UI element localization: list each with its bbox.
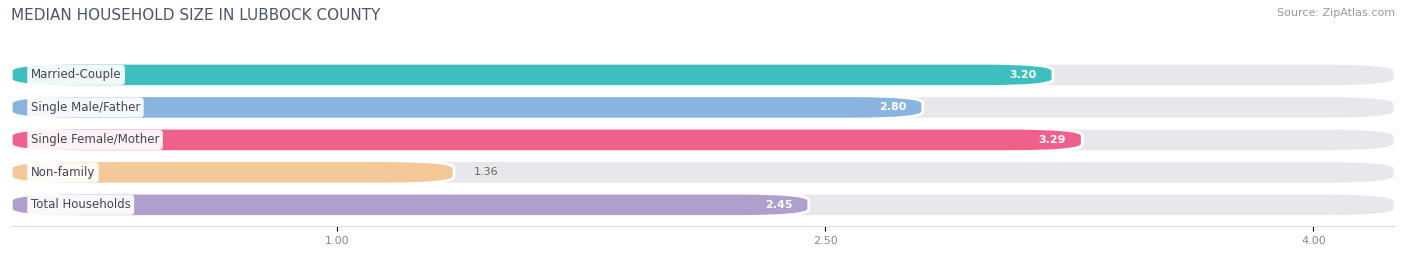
Text: 3.20: 3.20 xyxy=(1010,70,1036,80)
FancyBboxPatch shape xyxy=(11,161,1395,184)
FancyBboxPatch shape xyxy=(11,161,454,184)
Text: Single Female/Mother: Single Female/Mother xyxy=(31,133,159,146)
FancyBboxPatch shape xyxy=(11,63,1395,87)
Text: Source: ZipAtlas.com: Source: ZipAtlas.com xyxy=(1277,8,1395,18)
Text: Total Households: Total Households xyxy=(31,198,131,211)
Text: Married-Couple: Married-Couple xyxy=(31,68,121,82)
FancyBboxPatch shape xyxy=(11,193,808,217)
FancyBboxPatch shape xyxy=(11,96,922,119)
FancyBboxPatch shape xyxy=(11,128,1395,151)
Text: MEDIAN HOUSEHOLD SIZE IN LUBBOCK COUNTY: MEDIAN HOUSEHOLD SIZE IN LUBBOCK COUNTY xyxy=(11,8,381,23)
Text: 1.36: 1.36 xyxy=(474,167,498,177)
Text: 3.29: 3.29 xyxy=(1039,135,1066,145)
FancyBboxPatch shape xyxy=(11,193,1395,217)
Text: Non-family: Non-family xyxy=(31,166,96,179)
Text: Single Male/Father: Single Male/Father xyxy=(31,101,141,114)
FancyBboxPatch shape xyxy=(11,63,1053,87)
Text: 2.80: 2.80 xyxy=(879,102,907,112)
Text: 2.45: 2.45 xyxy=(765,200,793,210)
FancyBboxPatch shape xyxy=(11,128,1083,151)
FancyBboxPatch shape xyxy=(11,96,1395,119)
